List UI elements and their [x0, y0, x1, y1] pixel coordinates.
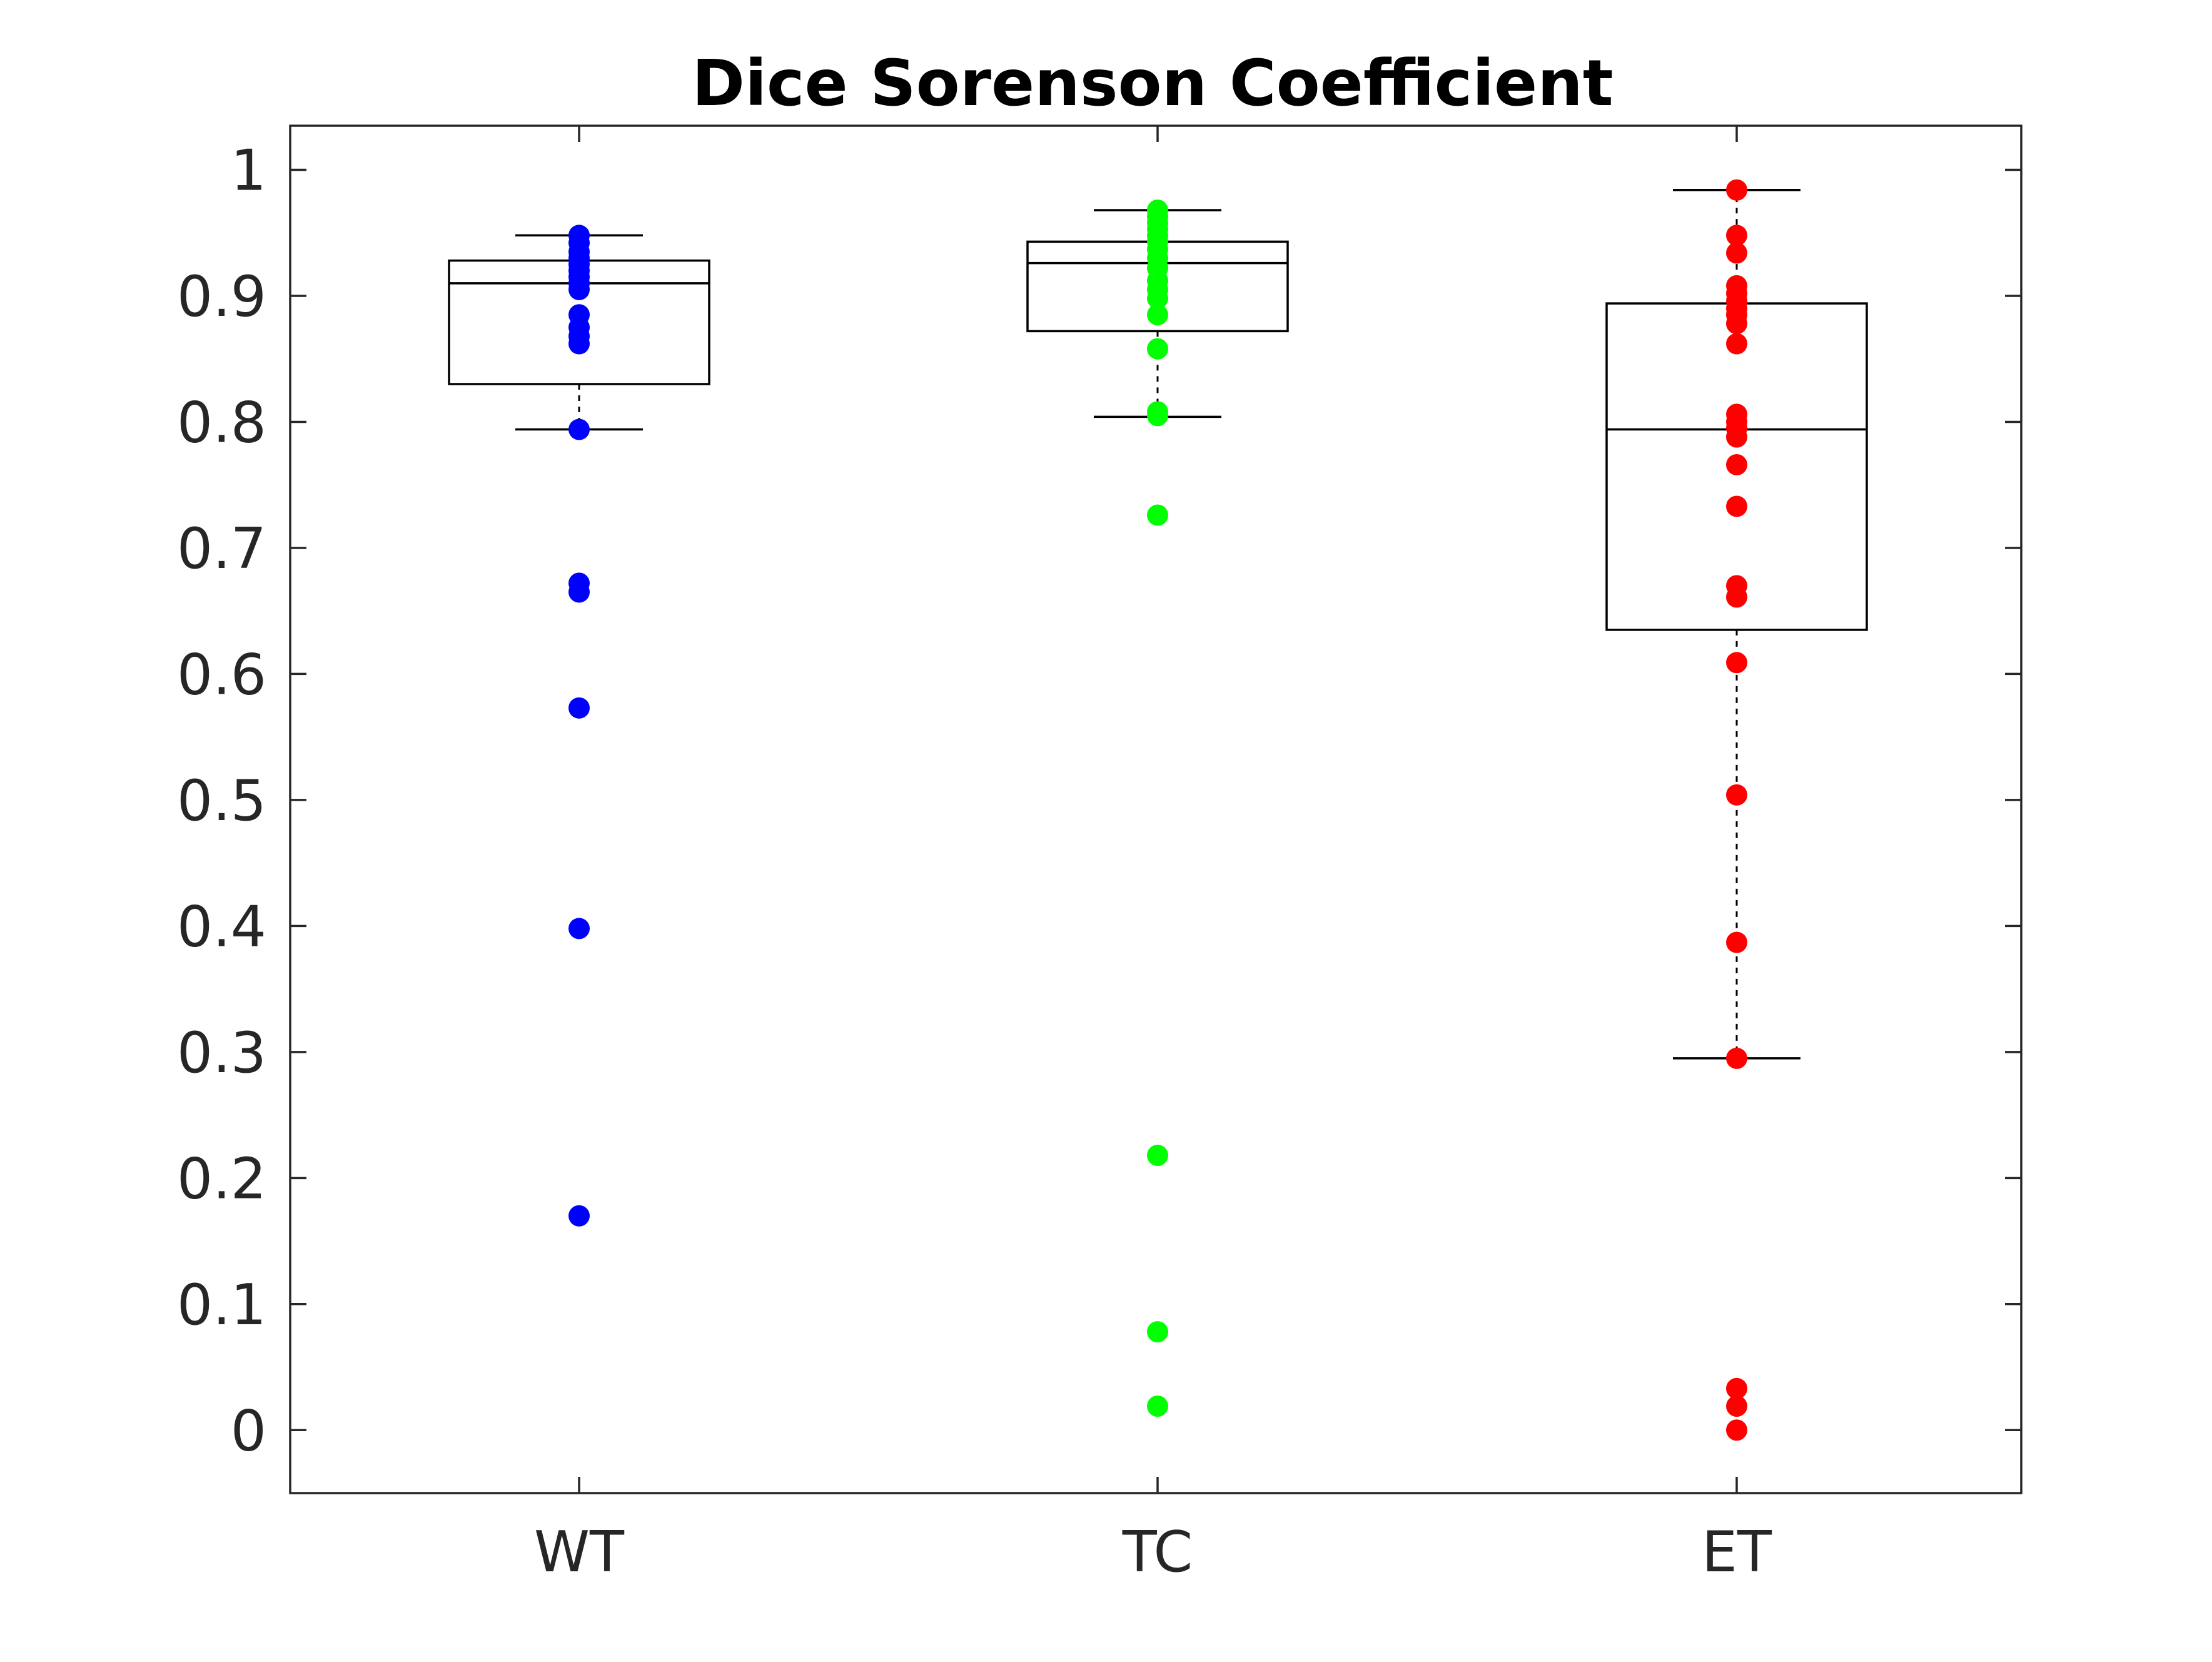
data-point: [1726, 454, 1747, 475]
data-point: [568, 418, 590, 440]
data-point: [1726, 313, 1747, 335]
data-point: [1726, 586, 1747, 608]
data-point: [1726, 652, 1747, 674]
data-point: [1726, 333, 1747, 355]
data-point: [1726, 225, 1747, 246]
data-point: [1726, 1419, 1747, 1441]
data-point: [1726, 784, 1747, 806]
y-tick-label: 0.9: [177, 264, 266, 330]
y-tick-label: 0.8: [177, 390, 266, 455]
data-point: [1726, 242, 1747, 264]
data-point: [568, 1205, 590, 1227]
data-point: [1147, 1145, 1168, 1167]
y-tick-label: 0.4: [177, 894, 266, 960]
y-tick-label: 0.6: [177, 642, 266, 707]
x-tick-label: TC: [1122, 1519, 1193, 1585]
data-point: [1147, 1395, 1168, 1417]
x-tick-label: WT: [534, 1519, 625, 1585]
x-tick-label: ET: [1702, 1519, 1772, 1585]
y-tick-label: 1: [231, 138, 266, 204]
data-point: [1147, 405, 1168, 427]
data-point: [1147, 288, 1168, 310]
data-point: [568, 278, 590, 300]
data-point: [1726, 1047, 1747, 1069]
data-point: [1726, 495, 1747, 517]
y-tick-label: 0.3: [177, 1020, 266, 1086]
plot-area-frame: [289, 124, 2023, 1494]
data-point: [1147, 338, 1168, 360]
marks-layer: 0 0.1 0.2 0.3 0.4 0.5 0.6 0.7 0.8 0.9 1 WT TC ET: [177, 126, 2021, 1585]
data-point: [1726, 1377, 1747, 1399]
data-point: [568, 333, 590, 355]
y-tick-label: 0.5: [177, 768, 266, 834]
data-point: [1147, 504, 1168, 526]
data-point: [568, 697, 590, 719]
data-point: [1726, 931, 1747, 953]
data-point: [568, 581, 590, 603]
data-point: [1726, 426, 1747, 448]
y-tick-label: 0.2: [177, 1146, 266, 1212]
data-point: [568, 918, 590, 940]
data-point: [1726, 179, 1747, 201]
data-point: [1726, 1395, 1747, 1417]
y-tick-label: 0.1: [177, 1272, 266, 1338]
y-tick-label: 0.7: [177, 516, 266, 582]
y-tick-label: 0: [231, 1398, 266, 1464]
chart-title: Dice Sorenson Coefficient: [692, 46, 1613, 121]
data-point: [1147, 1321, 1168, 1343]
data-point: [1147, 304, 1168, 326]
